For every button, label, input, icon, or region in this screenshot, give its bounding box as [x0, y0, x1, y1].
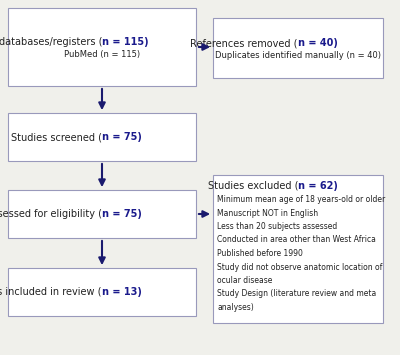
Text: n = 75): n = 75): [102, 209, 142, 219]
Bar: [213, 175, 383, 323]
Text: Studies included in review (: Studies included in review (: [0, 287, 102, 297]
Text: Conducted in area other than West Africa: Conducted in area other than West Africa: [217, 235, 376, 245]
Text: Published before 1990: Published before 1990: [217, 249, 303, 258]
Text: References removed (: References removed (: [190, 38, 298, 48]
Text: Studies from databases/registers (: Studies from databases/registers (: [0, 37, 102, 47]
Bar: [8, 113, 196, 161]
Text: analyses): analyses): [217, 303, 254, 312]
Text: ocular disease: ocular disease: [217, 276, 272, 285]
Bar: [213, 18, 383, 78]
Text: PubMed (n = 115): PubMed (n = 115): [64, 50, 140, 59]
Text: Studies screened (: Studies screened (: [11, 132, 102, 142]
Text: n = 40): n = 40): [298, 38, 338, 48]
Bar: [8, 190, 196, 238]
Text: Minimum mean age of 18 years-old or older: Minimum mean age of 18 years-old or olde…: [217, 195, 385, 204]
Text: Studies assessed for eligibility (: Studies assessed for eligibility (: [0, 209, 102, 219]
Text: Study Design (literature review and meta: Study Design (literature review and meta: [217, 289, 376, 299]
Text: n = 75): n = 75): [102, 132, 142, 142]
Text: Less than 20 subjects assessed: Less than 20 subjects assessed: [217, 222, 337, 231]
Text: n = 62): n = 62): [298, 181, 338, 191]
Bar: [8, 268, 196, 316]
Text: Manuscript NOT in English: Manuscript NOT in English: [217, 208, 318, 218]
Text: n = 13): n = 13): [102, 287, 142, 297]
Bar: [8, 8, 196, 86]
Text: Duplicates identified manually (n = 40): Duplicates identified manually (n = 40): [215, 51, 381, 60]
Text: n = 115): n = 115): [102, 37, 149, 47]
Text: Study did not observe anatomic location of: Study did not observe anatomic location …: [217, 262, 382, 272]
Text: Studies excluded (: Studies excluded (: [208, 181, 298, 191]
